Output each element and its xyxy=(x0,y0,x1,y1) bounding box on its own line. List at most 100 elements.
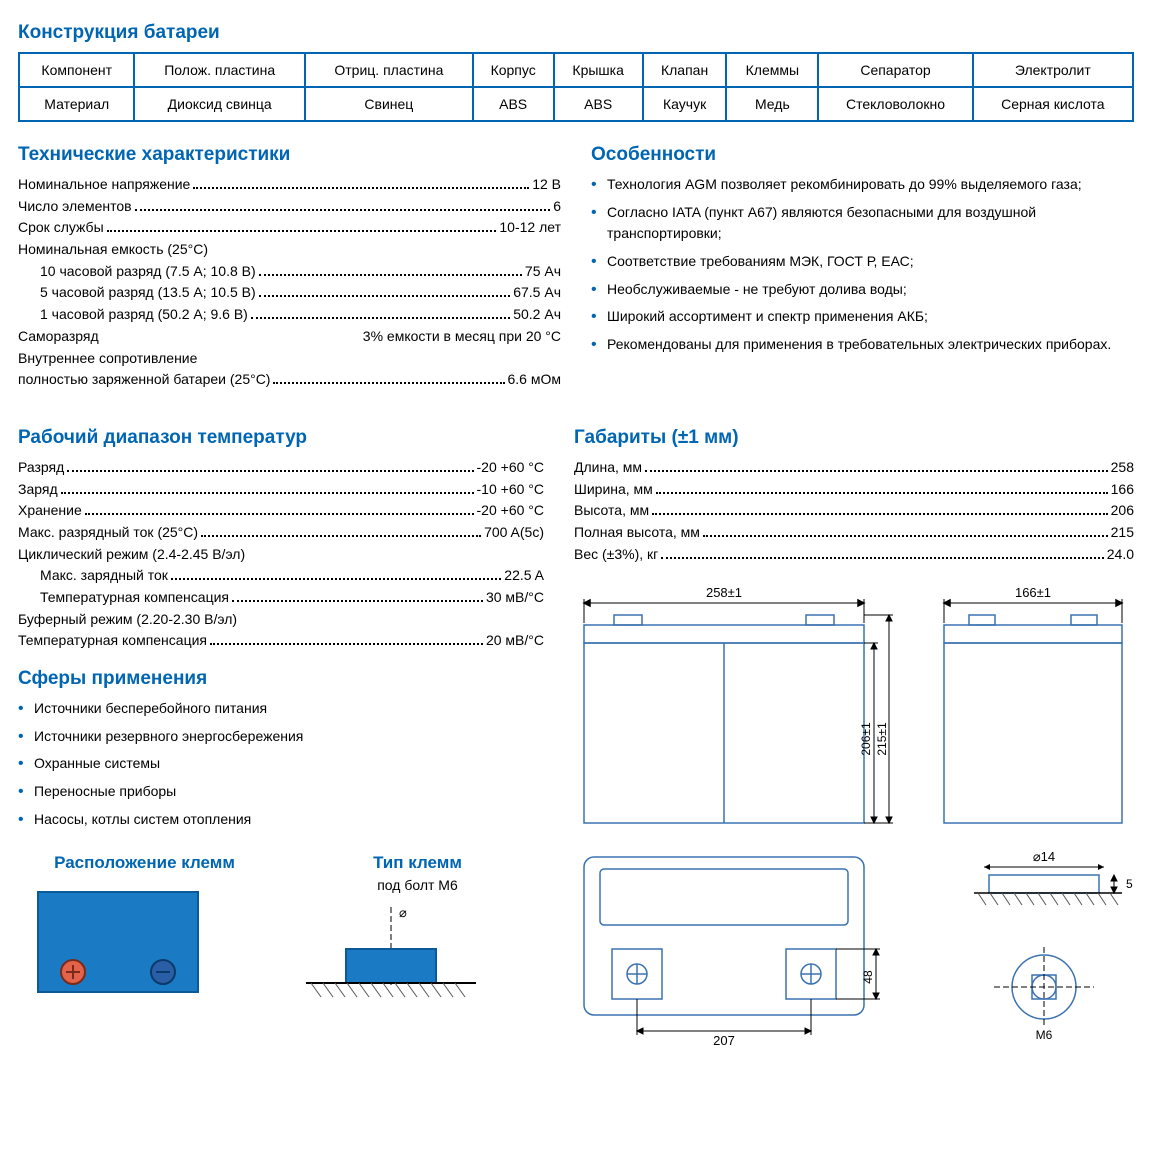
construction-header: Полож. пластина xyxy=(134,53,304,87)
temp-label: Заряд xyxy=(18,479,58,501)
construction-cell: Медь xyxy=(726,87,818,121)
app-item: Охранные системы xyxy=(18,753,544,775)
dim-value: 166 xyxy=(1111,479,1134,501)
dimensions-diagram: 258±1 206±1 215±1 xyxy=(574,579,1134,1049)
diameter-symbol: ⌀ xyxy=(399,905,407,920)
temp-title: Рабочий диапазон температур xyxy=(18,427,544,449)
spec-label: 10 часовой разряд (7.5 A; 10.8 B) xyxy=(40,261,256,283)
feature-item: Рекомендованы для применения в требовате… xyxy=(591,334,1134,356)
construction-table: Компонент Полож. пластина Отриц. пластин… xyxy=(18,52,1134,122)
dim-value: 206 xyxy=(1111,500,1134,522)
dim-label: Ширина, мм xyxy=(574,479,653,501)
spec-subhead: Номинальная емкость (25°C) xyxy=(18,239,561,261)
terminal-type-block: Тип клемм под болт M6 ⌀ xyxy=(291,845,544,1009)
construction-cell: Каучук xyxy=(643,87,727,121)
spec-label: 1 часовой разряд (50.2 A; 9.6 B) xyxy=(40,304,248,326)
construction-header: Клеммы xyxy=(726,53,818,87)
spec-value: 6 xyxy=(553,196,561,218)
terminal-type-icon: ⌀ xyxy=(291,899,491,1009)
feature-item: Необслуживаемые - не требуют долива воды… xyxy=(591,279,1134,301)
dim-annotation: M6 xyxy=(1036,1028,1053,1042)
construction-cell: Серная кислота xyxy=(973,87,1133,121)
spec-value: 75 Ач xyxy=(525,261,561,283)
construction-cell: ABS xyxy=(554,87,643,121)
dim-label: Полная высота, мм xyxy=(574,522,700,544)
temp-subhead: Буферный режим (2.20-2.30 В/эл) xyxy=(18,609,544,631)
specs-title: Технические характеристики xyxy=(18,144,561,166)
app-item: Насосы, котлы систем отопления xyxy=(18,809,544,831)
specs-column: Технические характеристики Номинальное н… xyxy=(18,134,561,391)
dim-annotation: 207 xyxy=(713,1033,735,1048)
temp-label: Температурная компенсация xyxy=(40,587,229,609)
dim-annotation: 258±1 xyxy=(706,585,742,600)
app-item: Источники бесперебойного питания xyxy=(18,698,544,720)
construction-cell: ABS xyxy=(473,87,554,121)
temp-value: -20 +60 °C xyxy=(477,500,544,522)
temp-value: 30 мВ/°C xyxy=(486,587,544,609)
construction-header: Корпус xyxy=(473,53,554,87)
construction-header: Компонент xyxy=(19,53,134,87)
spec-value: 6.6 мОм xyxy=(508,369,562,391)
temp-column: Рабочий диапазон температур Разряд -20 +6… xyxy=(18,417,544,1049)
construction-header: Клапан xyxy=(643,53,727,87)
spec-label: Число элементов xyxy=(18,196,132,218)
features-column: Особенности Технология AGM позволяет рек… xyxy=(591,134,1134,391)
terminal-layout-title: Расположение клемм xyxy=(18,853,271,873)
construction-title: Конструкция батареи xyxy=(18,22,1134,44)
spec-value: 67.5 Ач xyxy=(513,282,561,304)
spec-value: 10-12 лет xyxy=(499,217,561,239)
terminal-type-title: Тип клемм xyxy=(291,853,544,873)
temp-value: 700 A(5c) xyxy=(484,522,544,544)
dim-annotation: 206±1 xyxy=(859,722,873,756)
dim-annotation: ⌀14 xyxy=(1033,849,1055,864)
temp-label: Макс. разрядный ток (25°C) xyxy=(18,522,198,544)
temp-value: -10 +60 °C xyxy=(477,479,544,501)
features-title: Особенности xyxy=(591,144,1134,166)
construction-cell: Диоксид свинца xyxy=(134,87,304,121)
construction-header: Крышка xyxy=(554,53,643,87)
construction-header: Отриц. пластина xyxy=(305,53,473,87)
feature-item: Широкий ассортимент и спектр применения … xyxy=(591,306,1134,328)
spec-value: 50.2 Ач xyxy=(513,304,561,326)
dim-annotation: 166±1 xyxy=(1015,585,1051,600)
construction-header: Электролит xyxy=(973,53,1133,87)
temp-label: Разряд xyxy=(18,457,64,479)
dim-label: Вес (±3%), кг xyxy=(574,544,658,566)
dim-value: 258 xyxy=(1111,457,1134,479)
dim-annotation: 48 xyxy=(861,970,875,984)
dim-label: Высота, мм xyxy=(574,500,649,522)
terminal-layout-icon xyxy=(18,877,218,1007)
temp-value: 22.5 A xyxy=(504,565,544,587)
app-item: Источники резервного энергосбережения xyxy=(18,726,544,748)
terminal-layout-block: Расположение клемм xyxy=(18,845,271,1009)
dims-title: Габариты (±1 мм) xyxy=(574,427,1134,449)
construction-rowlabel: Материал xyxy=(19,87,134,121)
spec-value: 3% емкости в месяц при 20 °C xyxy=(363,326,561,348)
construction-header: Сепаратор xyxy=(818,53,972,87)
dims-column: Габариты (±1 мм) Длина, мм258 Ширина, мм… xyxy=(574,417,1134,1049)
construction-cell: Свинец xyxy=(305,87,473,121)
temp-label: Температурная компенсация xyxy=(18,630,207,652)
spec-label: Внутреннее сопротивление xyxy=(18,348,561,370)
temp-value: 20 мВ/°C xyxy=(486,630,544,652)
dim-annotation: 5 xyxy=(1126,877,1133,891)
feature-item: Соответствие требованиям МЭК, ГОСТ Р, ЕА… xyxy=(591,251,1134,273)
dim-annotation: 215±1 xyxy=(875,722,889,756)
dim-value: 24.0 xyxy=(1107,544,1134,566)
temp-value: -20 +60 °C xyxy=(477,457,544,479)
spec-label: 5 часовой разряд (13.5 A; 10.5 B) xyxy=(40,282,256,304)
dim-value: 215 xyxy=(1111,522,1134,544)
temp-label: Хранение xyxy=(18,500,82,522)
terminal-type-note: под болт M6 xyxy=(291,877,544,893)
temp-label: Макс. зарядный ток xyxy=(40,565,168,587)
spec-label: полностью заряженной батареи (25°C) xyxy=(18,369,270,391)
feature-item: Технология AGM позволяет рекомбинировать… xyxy=(591,174,1134,196)
construction-cell: Стекловолокно xyxy=(818,87,972,121)
feature-item: Согласно IATA (пункт A67) являются безоп… xyxy=(591,202,1134,245)
spec-value: 12 В xyxy=(532,174,561,196)
temp-subhead: Циклический режим (2.4-2.45 В/эл) xyxy=(18,544,544,566)
apps-title: Сферы применения xyxy=(18,668,544,690)
spec-label: Саморазряд xyxy=(18,326,99,348)
spec-label: Срок службы xyxy=(18,217,104,239)
app-item: Переносные приборы xyxy=(18,781,544,803)
